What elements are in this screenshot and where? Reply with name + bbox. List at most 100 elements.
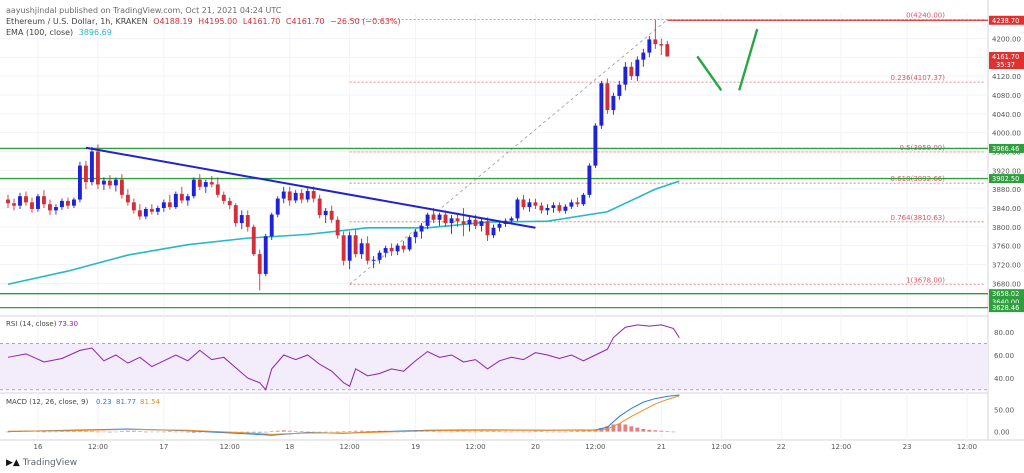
candle-body	[581, 194, 586, 205]
macd-histogram-bar	[611, 424, 616, 432]
macd-histogram-bar	[347, 431, 352, 432]
macd-histogram-bar	[179, 431, 184, 433]
macd-histogram-bar	[671, 431, 676, 433]
candle-body	[59, 200, 64, 208]
ema-line	[7, 180, 680, 286]
candle-body	[491, 227, 496, 236]
macd-histogram-bar	[353, 430, 358, 432]
time-axis-tick-label: 12:00	[220, 443, 240, 451]
macd-histogram-bar	[461, 431, 466, 432]
candle-body	[467, 219, 472, 225]
candle-body	[587, 165, 592, 195]
candle-body	[77, 165, 82, 200]
candle-body	[353, 235, 358, 255]
candle-body	[647, 39, 652, 53]
macd-histogram-bar	[377, 430, 382, 432]
candle-body	[395, 245, 400, 252]
macd-value-hist: 0.23	[96, 398, 112, 406]
tradingview-brand[interactable]: TradingView	[22, 458, 78, 468]
price-axis-tick-label: 4040.00	[992, 111, 1021, 119]
candle-body	[413, 231, 418, 238]
candle-body	[611, 95, 616, 111]
macd-histogram-bar	[335, 431, 340, 433]
macd-histogram-bar	[125, 430, 130, 432]
macd-histogram-bar	[437, 431, 442, 433]
macd-histogram-bar	[359, 430, 364, 432]
price-axis-tick-label: 3840.00	[992, 205, 1021, 213]
macd-histogram-bar	[629, 426, 634, 432]
macd-histogram-bar	[509, 431, 514, 433]
time-axis-tick-label: 18	[285, 443, 294, 451]
rsi-title: RSI (14, close)	[6, 320, 57, 328]
macd-histogram-bar	[581, 430, 586, 432]
macd-histogram-bar	[533, 431, 538, 432]
candle-body	[209, 182, 214, 185]
candle-body	[317, 198, 322, 216]
candle-body	[101, 180, 106, 185]
candle-body	[131, 202, 136, 211]
ohlc-low: L4161.70	[242, 17, 281, 26]
candle-body	[293, 192, 298, 201]
candle-body	[575, 202, 580, 205]
macd-series-line	[7, 395, 680, 435]
candle-body	[119, 179, 124, 195]
publisher-line: aayushjindal published on TradingView.co…	[6, 6, 282, 15]
time-axis-tick-label: 12:00	[340, 443, 360, 451]
candle-body	[329, 210, 334, 220]
candle-body	[179, 193, 184, 201]
macd-histogram-bar	[83, 430, 88, 432]
candle-body	[305, 191, 310, 200]
macd-histogram-bar	[269, 431, 274, 432]
macd-histogram-bar	[155, 431, 160, 433]
macd-axis-tick-label: 0.00	[994, 429, 1010, 437]
rsi-band	[0, 343, 988, 390]
candle-body	[641, 52, 646, 60]
macd-histogram-bar	[575, 430, 580, 432]
time-axis-tick-label: 22	[777, 443, 786, 451]
candle-body	[30, 202, 34, 209]
macd-histogram-bar	[36, 431, 40, 432]
price-axis-badge	[989, 15, 1024, 25]
macd-histogram-bar	[167, 431, 172, 432]
price-axis-tick-label: 4120.00	[992, 73, 1021, 81]
macd-histogram-bar	[287, 430, 292, 432]
tradingview-logo-icon: ▶▲	[6, 458, 20, 468]
symbol-name[interactable]: Ethereum / U.S. Dollar, 1h, KRAKEN	[6, 17, 148, 26]
macd-histogram-bar	[149, 431, 154, 433]
candle-body	[113, 179, 118, 186]
ema-value: 3896.69	[78, 28, 112, 37]
candle-body	[377, 252, 382, 260]
candle-body	[197, 179, 202, 187]
candle-body	[455, 218, 460, 222]
macd-histogram-bar	[455, 431, 460, 432]
macd-histogram-bar	[293, 431, 298, 432]
candle-body	[107, 180, 112, 186]
candle-body	[269, 214, 274, 237]
price-axis-tick-label: 4080.00	[992, 92, 1021, 100]
candle-body	[245, 215, 250, 227]
candle-body	[593, 125, 598, 166]
candle-body	[509, 218, 514, 221]
projection-line-down	[696, 55, 723, 91]
candle-body	[311, 191, 316, 199]
ema-legend[interactable]: EMA (100, close) 3896.69	[6, 28, 401, 37]
price-axis-tick-label: 3920.00	[992, 167, 1021, 175]
candle-body	[383, 248, 388, 253]
price-axis-badge-label: 3640.00	[992, 299, 1019, 307]
candle-body	[365, 243, 370, 261]
candle-body	[233, 205, 238, 224]
candle-body	[431, 214, 436, 220]
macd-histogram-bar	[143, 431, 148, 433]
chart-header: aayushjindal published on TradingView.co…	[6, 6, 401, 37]
projection-line-up	[738, 28, 759, 91]
candle-body	[635, 59, 640, 77]
candle-body	[389, 248, 394, 252]
macd-histogram-bar	[503, 431, 508, 433]
candle-body	[551, 205, 556, 208]
macd-histogram-bar	[119, 431, 124, 432]
time-axis-tick-label: 12:00	[711, 443, 731, 451]
candle-body	[54, 207, 58, 211]
candle-body	[371, 259, 376, 261]
macd-histogram-bar	[251, 431, 256, 434]
